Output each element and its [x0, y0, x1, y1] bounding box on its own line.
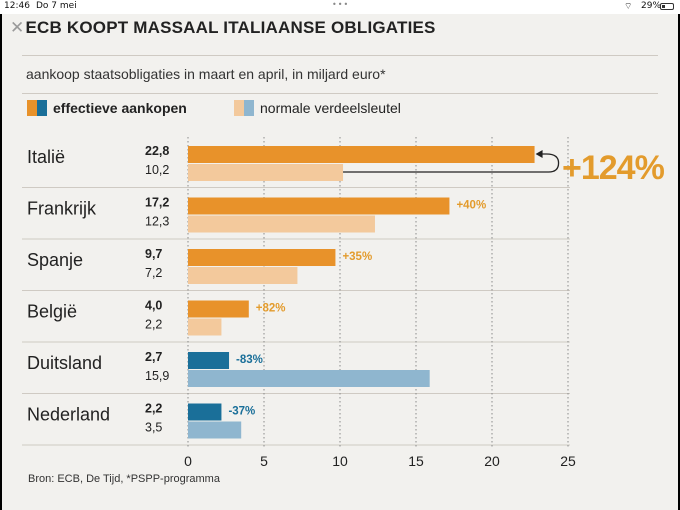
- growth-arrow: [343, 153, 560, 173]
- pct-annotation: -83%: [236, 354, 263, 366]
- value-label-normal: 10,2: [145, 163, 169, 177]
- x-tick-label: 15: [408, 453, 424, 469]
- multitask-dots-icon[interactable]: •••: [332, 0, 350, 9]
- wifi-icon: ⌔: [624, 2, 633, 12]
- chart-footnote: Bron: ECB, De Tijd, *PSPP-programma: [28, 473, 220, 485]
- pct-annotation: +40%: [456, 200, 486, 212]
- value-label-normal: 7,2: [145, 266, 162, 280]
- bar-effective: [188, 249, 336, 266]
- status-bar: 12:46 Do 7 mei ••• ⌔ 29%: [0, 0, 680, 14]
- pct-annotation: +82%: [256, 303, 286, 315]
- country-label: Frankrijk: [27, 199, 97, 219]
- country-label: Italië: [27, 147, 65, 167]
- value-label-effective: 4,0: [145, 299, 162, 313]
- x-tick-label: 20: [484, 453, 500, 469]
- value-label-effective: 2,7: [145, 350, 162, 364]
- bar-effective: [188, 403, 222, 421]
- bar-normal: [188, 421, 242, 439]
- value-label-effective: 2,2: [145, 402, 162, 416]
- value-label-effective: 9,7: [145, 247, 162, 261]
- x-tick-label: 5: [260, 453, 268, 469]
- legend-normal: normale verdeelsleutel: [234, 100, 401, 116]
- country-label: België: [27, 302, 77, 322]
- title-divider: [22, 55, 658, 56]
- country-label: Spanje: [27, 250, 83, 270]
- legend-label-normal: normale verdeelsleutel: [260, 100, 401, 116]
- battery-percentage: 29%: [641, 1, 662, 11]
- chart-title-text: ECB KOOPT MASSAAL ITALIAANSE OBLIGATIES: [25, 18, 436, 37]
- bar-normal: [188, 164, 344, 181]
- status-time: 12:46: [4, 1, 30, 11]
- legend-swatch-effective: [27, 100, 47, 116]
- bar-normal: [188, 267, 298, 284]
- value-label-effective: 17,2: [145, 196, 169, 210]
- x-tick-label: 25: [560, 453, 576, 469]
- value-label-normal: 2,2: [145, 318, 162, 332]
- x-tick-label: 10: [332, 453, 348, 469]
- battery-icon: [660, 3, 674, 10]
- bar-normal: [188, 318, 222, 336]
- x-tick-label: 0: [184, 453, 192, 469]
- bar-effective: [188, 352, 230, 369]
- value-label-normal: 12,3: [145, 215, 169, 229]
- pct-annotation: +35%: [342, 251, 372, 263]
- bar-effective: [188, 197, 450, 215]
- bar-normal: [188, 370, 430, 387]
- value-label-normal: 15,9: [145, 369, 169, 383]
- value-label-normal: 3,5: [145, 421, 162, 435]
- pct-annotation: -37%: [228, 406, 255, 418]
- legend-effective: effectieve aankopen: [27, 100, 187, 116]
- bar-effective: [188, 146, 535, 163]
- value-label-effective: 22,8: [145, 144, 169, 158]
- chart-subtitle: aankoop staatsobligaties in maart en apr…: [26, 66, 386, 82]
- legend-swatch-normal: [234, 100, 254, 116]
- chart-title: ✕ECB KOOPT MASSAAL ITALIAANSE OBLIGATIES: [10, 18, 436, 38]
- status-date: Do 7 mei: [36, 1, 77, 11]
- subtitle-divider: [22, 93, 658, 94]
- legend-label-effective: effectieve aankopen: [53, 100, 187, 116]
- country-label: Duitsland: [27, 353, 102, 373]
- bar-effective: [188, 300, 249, 318]
- country-label: Nederland: [27, 405, 110, 425]
- bar-normal: [188, 215, 375, 233]
- pct-annotation: +124%: [562, 149, 665, 187]
- close-mark-icon: ✕: [10, 18, 25, 37]
- arrow-head-icon: [535, 150, 543, 158]
